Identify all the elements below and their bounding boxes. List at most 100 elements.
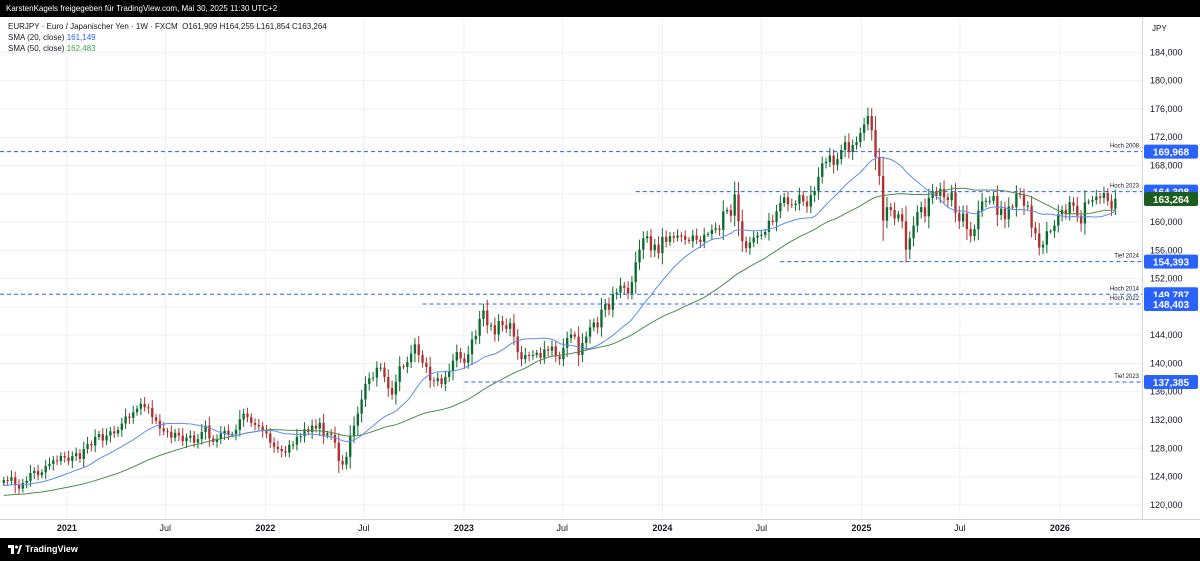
candle-body [181,435,184,442]
candle-body [763,231,767,235]
price-tick-label: 156,000 [1150,245,1183,255]
candle-body [417,344,420,355]
candle-body [135,408,139,413]
candle-body [657,244,660,254]
candle-body [836,159,839,165]
candle-body [699,239,702,242]
candle-body [1102,193,1106,199]
candle-body [790,204,793,206]
candle-body [927,198,931,217]
candle-body [847,142,851,153]
candle-body [482,310,485,319]
price-tick-label: 184,000 [1150,47,1183,57]
tradingview-logo-icon [8,545,22,554]
candle-body [965,213,969,230]
candle-body [771,220,774,223]
candle-body [516,336,519,353]
candle-body [942,188,946,198]
level-name: Hoch 2022 [1110,296,1140,302]
candle-body [539,352,542,358]
candle-body [687,239,691,242]
footer-brand[interactable]: TradingView [25,544,78,554]
candle-body [520,352,523,360]
candle-body [893,210,896,219]
candle-body [139,403,143,409]
candle-body [40,472,44,476]
candle-body [299,436,302,438]
candle-body [470,339,474,355]
time-tick-label: Jul [160,523,172,533]
candle-body [265,430,268,434]
candle-body [562,347,565,360]
price-tick-label: 136,000 [1150,387,1183,397]
candle-body [288,444,291,453]
current-price-tag-text: 163,264 [1153,195,1190,206]
time-tick-label: Jul [756,523,768,533]
candle-body [741,221,744,242]
candle-body [120,423,123,430]
candle-body [546,349,550,351]
level-price-tag-text: 154,393 [1153,258,1190,269]
header-bar: KarstenKagels freigegeben für TradingVie… [0,0,1200,17]
candle-body [1064,210,1068,215]
candle-body [725,210,729,212]
level-price-tag [1144,297,1198,312]
chart-svg[interactable]: Hoch 2008 Hoch 2023 Tief 2024 Hoch 2014 Hoch… [0,17,1200,538]
level-lines: Hoch 2008 Hoch 2023 Tief 2024 Hoch 2014 Hoch… [0,144,1142,383]
candle-body [992,195,995,201]
candle-body [973,229,976,237]
candle-body [310,425,314,433]
candle-body [1041,244,1045,248]
time-axis[interactable]: 2021 Jul 2022 Jul 2023 Jul 2024 Jul 2025 Jul 2026 [57,523,1070,533]
candle-body [714,228,717,230]
candle-body [638,249,641,263]
candle-body [760,234,763,236]
legend-sma20-value: 161,149 [66,33,96,42]
candle-body [703,234,706,242]
candle-body [82,449,85,459]
level-price-tag [1144,144,1198,159]
candle-body [912,225,915,239]
price-tick-label: 124,000 [1150,472,1183,482]
candle-body [116,429,120,434]
candle-body [97,434,101,437]
level-name: Hoch 2023 [1110,184,1140,190]
candle-body [436,378,439,382]
candle-body [93,436,97,446]
candle-body [390,388,394,395]
candle-body [269,433,272,443]
candle-body [78,453,82,459]
candle-body [21,482,25,489]
candle-body [1106,193,1109,201]
candle-body [524,354,527,360]
candle-body [276,446,280,450]
candle-body [505,325,508,329]
candle-body [946,197,950,201]
candle-body [52,460,55,464]
candle-body [455,352,458,361]
price-tick-label: 176,000 [1150,104,1183,114]
candle-body [63,456,66,458]
candle-body [794,203,797,206]
candle-body [935,190,938,196]
price-tick-label: 132,000 [1150,415,1183,425]
candle-body [272,442,276,447]
candle-body [29,473,32,481]
level-name: Tief 2023 [1114,374,1139,380]
time-tick-label: 2022 [255,523,275,533]
candle-body [166,431,169,433]
candle-body [147,407,150,409]
candle-body [341,461,344,465]
candle-body [939,188,942,196]
candle-body [223,430,226,434]
candle-body [246,413,249,418]
candle-body [55,460,59,462]
candle-body [1095,196,1098,201]
candle-body [192,435,196,443]
candle-body [859,132,862,143]
candle-body [752,237,755,243]
candle-body [474,335,478,340]
candle-body [360,399,363,414]
candle-body [984,200,988,202]
candle-body [653,244,656,251]
